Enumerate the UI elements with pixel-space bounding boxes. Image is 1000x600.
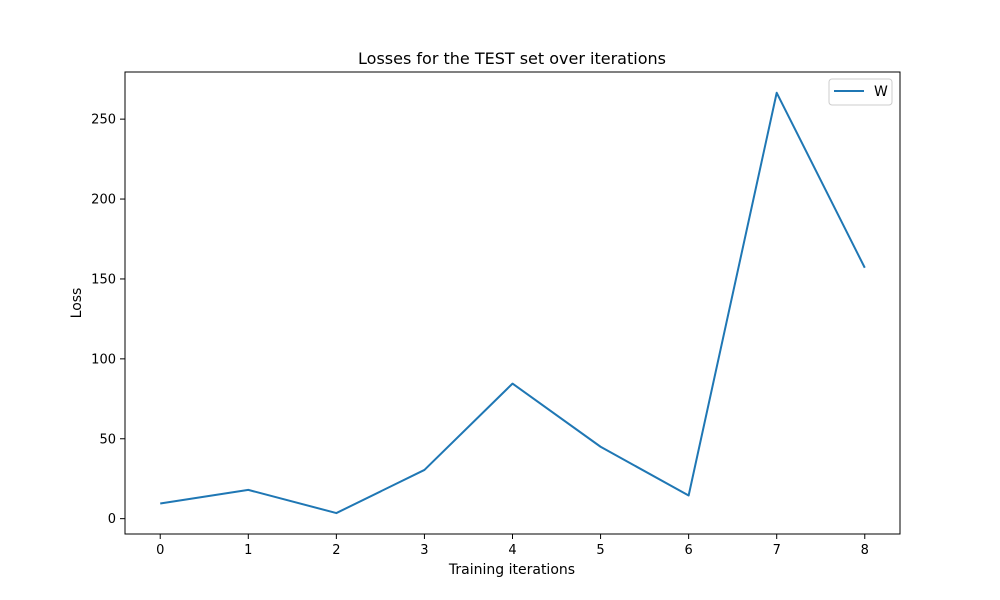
x-axis-ticks: 0 1 2 3 4 5 6 7 8 (156, 534, 869, 558)
y-tick-label: 0 (108, 512, 116, 527)
series-line-w (160, 91, 866, 515)
chart-title: Losses for the TEST set over iterations (358, 49, 666, 68)
x-tick-label: 1 (244, 543, 252, 558)
y-axis-ticks: 0 50 100 150 200 250 (91, 113, 125, 527)
y-tick-label: 50 (99, 432, 116, 447)
x-axis-label: Training iterations (448, 562, 575, 578)
y-tick-label: 150 (91, 272, 116, 287)
legend: W (828, 78, 893, 106)
y-axis-label: Loss (69, 288, 85, 319)
legend-label-w: W (874, 84, 888, 100)
x-tick-label: 5 (596, 543, 604, 558)
y-tick-label: 250 (91, 113, 116, 128)
x-tick-label: 8 (861, 543, 869, 558)
plot-frame (124, 71, 901, 535)
series-layer (160, 91, 866, 515)
y-tick-label: 200 (91, 193, 116, 208)
y-tick-label: 100 (91, 352, 116, 367)
x-tick-label: 7 (773, 543, 781, 558)
x-tick-label: 0 (156, 543, 164, 558)
x-tick-label: 6 (684, 543, 692, 558)
x-tick-label: 2 (332, 543, 340, 558)
x-tick-label: 4 (508, 543, 516, 558)
x-tick-label: 3 (420, 543, 428, 558)
